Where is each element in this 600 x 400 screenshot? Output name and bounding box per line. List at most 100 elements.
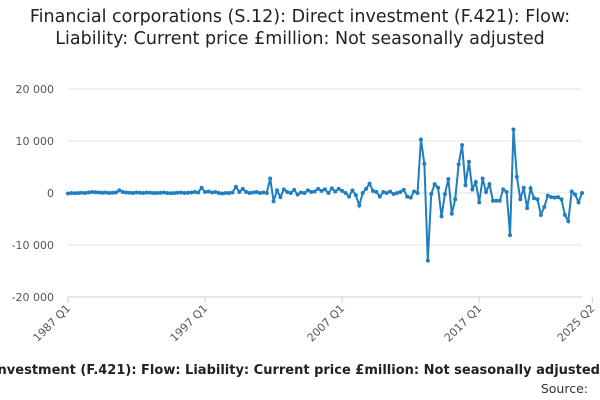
data-point[interactable] bbox=[120, 189, 125, 194]
data-point[interactable] bbox=[251, 190, 256, 195]
data-point[interactable] bbox=[398, 189, 403, 194]
data-point[interactable] bbox=[336, 186, 341, 191]
data-point[interactable] bbox=[333, 189, 338, 194]
data-point[interactable] bbox=[343, 191, 348, 195]
data-point[interactable] bbox=[233, 184, 238, 189]
data-point[interactable] bbox=[192, 189, 197, 194]
data-point[interactable] bbox=[158, 190, 163, 195]
data-point[interactable] bbox=[96, 190, 101, 195]
data-point[interactable] bbox=[573, 192, 578, 197]
data-point[interactable] bbox=[477, 200, 482, 205]
data-point[interactable] bbox=[134, 190, 139, 195]
data-point[interactable] bbox=[456, 162, 461, 167]
data-point[interactable] bbox=[415, 191, 420, 195]
data-point[interactable] bbox=[168, 191, 173, 196]
data-point[interactable] bbox=[182, 191, 187, 195]
data-point[interactable] bbox=[329, 186, 334, 191]
data-point[interactable] bbox=[480, 176, 485, 181]
data-point[interactable] bbox=[72, 191, 77, 196]
data-point[interactable] bbox=[316, 186, 321, 191]
data-point[interactable] bbox=[350, 188, 355, 193]
data-point[interactable] bbox=[227, 191, 232, 195]
data-point[interactable] bbox=[487, 182, 492, 187]
data-point[interactable] bbox=[384, 191, 389, 195]
data-point[interactable] bbox=[124, 190, 129, 195]
data-point[interactable] bbox=[401, 187, 406, 192]
data-point[interactable] bbox=[137, 190, 142, 195]
data-point[interactable] bbox=[532, 196, 537, 201]
data-point[interactable] bbox=[144, 190, 149, 195]
data-point[interactable] bbox=[213, 189, 218, 194]
data-point[interactable] bbox=[161, 190, 166, 195]
data-point[interactable] bbox=[203, 189, 208, 194]
data-point[interactable] bbox=[326, 191, 331, 195]
data-point[interactable] bbox=[199, 185, 204, 190]
data-point[interactable] bbox=[299, 190, 304, 195]
data-point[interactable] bbox=[185, 190, 190, 195]
data-point[interactable] bbox=[388, 189, 393, 194]
data-point[interactable] bbox=[257, 191, 262, 195]
data-point[interactable] bbox=[264, 191, 269, 195]
data-point[interactable] bbox=[374, 189, 379, 194]
data-point[interactable] bbox=[381, 189, 386, 194]
data-point[interactable] bbox=[391, 192, 396, 197]
data-point[interactable] bbox=[309, 189, 314, 194]
data-point[interactable] bbox=[439, 214, 444, 219]
data-point[interactable] bbox=[323, 187, 327, 192]
data-point[interactable] bbox=[76, 191, 81, 195]
data-point[interactable] bbox=[556, 195, 561, 200]
data-point[interactable] bbox=[545, 193, 550, 198]
data-point[interactable] bbox=[494, 198, 499, 203]
data-point[interactable] bbox=[216, 191, 221, 195]
data-point[interactable] bbox=[412, 189, 417, 194]
data-point[interactable] bbox=[175, 190, 180, 195]
data-point[interactable] bbox=[490, 198, 495, 203]
data-point[interactable] bbox=[285, 189, 290, 194]
data-point[interactable] bbox=[148, 190, 153, 195]
data-point[interactable] bbox=[566, 219, 571, 224]
data-point[interactable] bbox=[141, 191, 146, 195]
data-point[interactable] bbox=[240, 186, 245, 191]
data-point[interactable] bbox=[377, 194, 382, 199]
data-point[interactable] bbox=[275, 188, 280, 193]
data-point[interactable] bbox=[470, 187, 475, 192]
data-point[interactable] bbox=[209, 190, 214, 195]
data-point[interactable] bbox=[353, 193, 358, 198]
data-point[interactable] bbox=[288, 191, 293, 195]
data-point[interactable] bbox=[319, 188, 324, 193]
data-point[interactable] bbox=[511, 127, 516, 132]
data-point[interactable] bbox=[525, 206, 530, 211]
data-point[interactable] bbox=[278, 195, 283, 200]
data-point[interactable] bbox=[196, 190, 201, 195]
data-point[interactable] bbox=[83, 191, 88, 195]
data-point[interactable] bbox=[463, 183, 468, 188]
data-point[interactable] bbox=[422, 161, 427, 166]
data-point[interactable] bbox=[172, 191, 177, 195]
data-point[interactable] bbox=[453, 197, 458, 202]
data-point[interactable] bbox=[312, 189, 317, 194]
data-point[interactable] bbox=[514, 174, 519, 179]
data-point[interactable] bbox=[230, 190, 235, 195]
data-point[interactable] bbox=[360, 191, 365, 195]
data-point[interactable] bbox=[484, 189, 489, 194]
data-point[interactable] bbox=[117, 188, 122, 193]
data-point[interactable] bbox=[364, 186, 369, 191]
data-point[interactable] bbox=[89, 189, 94, 194]
data-point[interactable] bbox=[466, 159, 471, 164]
data-point[interactable] bbox=[580, 191, 584, 195]
data-point[interactable] bbox=[237, 189, 242, 194]
data-point[interactable] bbox=[497, 198, 502, 203]
data-point[interactable] bbox=[100, 190, 105, 195]
data-point[interactable] bbox=[155, 191, 160, 195]
data-point[interactable] bbox=[206, 189, 211, 194]
data-point[interactable] bbox=[552, 195, 557, 200]
data-point[interactable] bbox=[254, 189, 259, 194]
data-point[interactable] bbox=[247, 191, 252, 195]
data-point[interactable] bbox=[244, 189, 249, 194]
data-point[interactable] bbox=[559, 197, 564, 202]
data-point[interactable] bbox=[562, 212, 567, 217]
data-point[interactable] bbox=[93, 190, 98, 195]
data-point[interactable] bbox=[473, 180, 478, 185]
data-point[interactable] bbox=[151, 191, 156, 195]
data-point[interactable] bbox=[107, 191, 112, 195]
